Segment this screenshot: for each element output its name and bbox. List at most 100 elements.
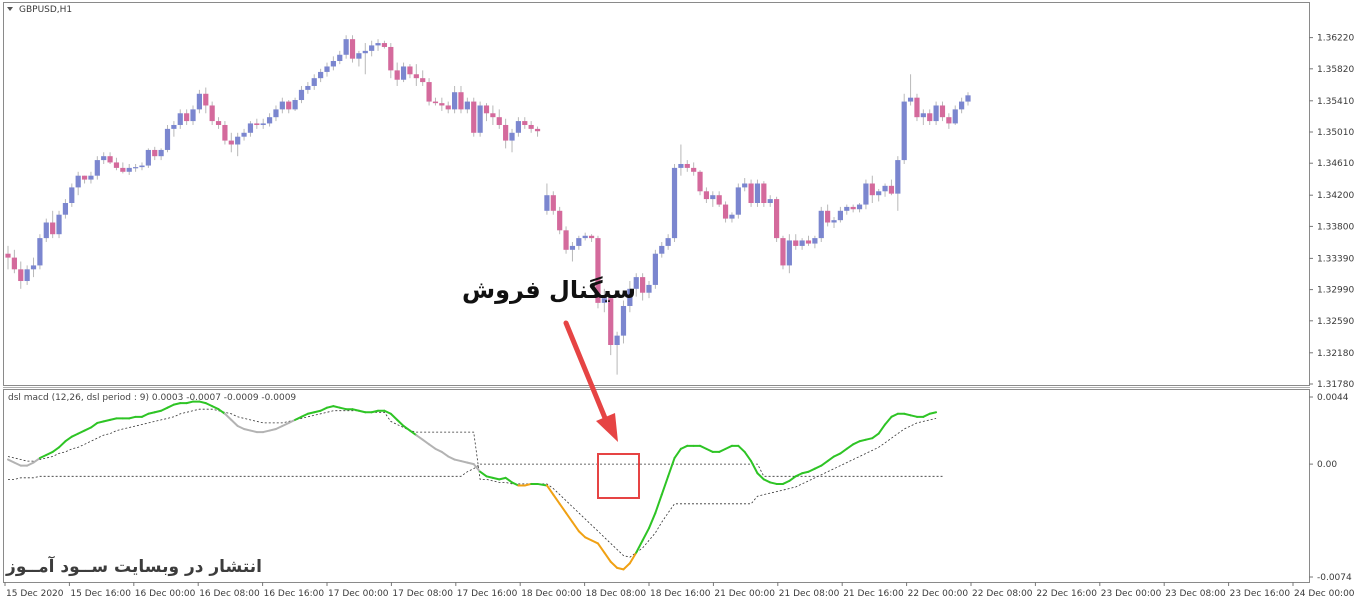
candle — [490, 105, 496, 125]
candle — [337, 50, 343, 65]
candle — [69, 183, 75, 207]
price-tick-label: 1.36220 — [1317, 34, 1354, 44]
macd-segment — [447, 455, 456, 461]
macd-segment — [903, 412, 912, 417]
macd-segment — [243, 428, 252, 432]
macd-segment — [577, 530, 587, 539]
macd-segment — [185, 400, 195, 405]
candle — [869, 175, 875, 203]
macd-segment — [402, 424, 411, 432]
price-tick-label: 1.35820 — [1317, 65, 1354, 75]
signal-highlight-box — [597, 453, 640, 499]
macd-segment — [511, 481, 520, 487]
candle — [24, 265, 30, 285]
candle — [286, 100, 292, 114]
macd-segment — [743, 450, 753, 463]
candle — [503, 118, 509, 149]
candle — [595, 235, 601, 309]
time-tick-label: 18 Dec 00:00 — [521, 589, 582, 599]
macd-segment — [922, 412, 931, 418]
candle — [407, 64, 413, 79]
macd-segment — [109, 417, 118, 421]
macd-segment — [679, 444, 689, 450]
candle — [483, 103, 490, 122]
indicator-tick-label: -0.0074 — [1317, 573, 1352, 583]
price-axis: 1.36220 1.35820 1.35410 1.35010 1.34610 1.342… — [1309, 34, 1354, 390]
candle — [330, 56, 336, 71]
candle — [901, 93, 907, 164]
candle — [228, 132, 234, 153]
candle — [850, 204, 856, 213]
macd-segment — [408, 429, 418, 437]
macd-segment — [306, 411, 316, 415]
candle — [496, 109, 502, 129]
price-tick-label: 1.32990 — [1317, 286, 1354, 296]
time-tick-label: 16 Dec 16:00 — [264, 589, 325, 599]
time-tick-label: 22 Dec 16:00 — [1036, 589, 1097, 599]
macd-segment — [603, 551, 612, 563]
collapse-triangle-icon[interactable] — [7, 7, 13, 11]
macd-segment — [172, 402, 182, 406]
time-tick-label: 21 Dec 08:00 — [779, 589, 840, 599]
watermark: انتشار در وبسایت ســود آمــوز — [5, 555, 262, 577]
candle — [844, 204, 850, 215]
macd-segment — [58, 440, 67, 449]
macd-segment — [153, 409, 163, 414]
indicator-title: dsl macd (12,26, dsl period : 9) 0.0003 … — [8, 393, 296, 403]
dsl-signal-line — [7, 408, 937, 558]
candle — [145, 148, 151, 168]
candle — [235, 132, 241, 157]
macd-segment — [705, 447, 714, 453]
candle — [94, 156, 100, 180]
candle — [633, 273, 639, 297]
candle — [343, 35, 349, 59]
price-tick-label: 1.34200 — [1317, 191, 1354, 201]
macd-segment — [287, 418, 297, 424]
candle — [620, 300, 627, 344]
candle — [793, 234, 799, 250]
candle — [62, 199, 69, 219]
candle — [761, 181, 767, 207]
candle — [241, 128, 247, 141]
macd-lines — [7, 400, 943, 571]
macd-segment — [788, 475, 797, 482]
macd-segment — [70, 432, 80, 438]
macd-segment — [434, 447, 443, 453]
candle — [311, 74, 317, 90]
candle — [684, 160, 690, 172]
candle — [375, 39, 381, 51]
macd-segment — [813, 464, 823, 470]
candle — [56, 210, 62, 239]
macd-segment — [807, 467, 816, 473]
macd-segment — [864, 437, 874, 441]
macd-segment — [884, 415, 893, 426]
macd-segment — [845, 443, 855, 450]
candle — [107, 152, 113, 164]
macd-segment — [858, 438, 867, 443]
macd-segment — [648, 511, 657, 530]
price-tick-label: 1.35010 — [1317, 128, 1354, 138]
candle — [627, 281, 633, 313]
time-tick-label: 16 Dec 00:00 — [135, 589, 196, 599]
price-tick-label: 1.33390 — [1317, 254, 1354, 264]
macd-segment — [160, 406, 169, 412]
candle — [458, 85, 464, 114]
macd-segment — [38, 453, 48, 460]
time-tick-label: 15 Dec 2020 — [6, 589, 64, 599]
time-tick-label: 17 Dec 00:00 — [328, 589, 389, 599]
candle — [805, 235, 812, 246]
candle — [273, 105, 279, 122]
macd-segment — [326, 405, 335, 409]
candle — [18, 261, 24, 289]
candle — [722, 201, 729, 223]
candle — [927, 109, 933, 125]
candle — [81, 175, 88, 184]
candle — [818, 206, 824, 243]
macd-segment — [300, 412, 309, 418]
candle — [671, 163, 678, 243]
candle — [920, 109, 926, 125]
macd-segment — [552, 493, 561, 505]
macd-segment — [596, 542, 606, 554]
candle — [640, 273, 646, 301]
